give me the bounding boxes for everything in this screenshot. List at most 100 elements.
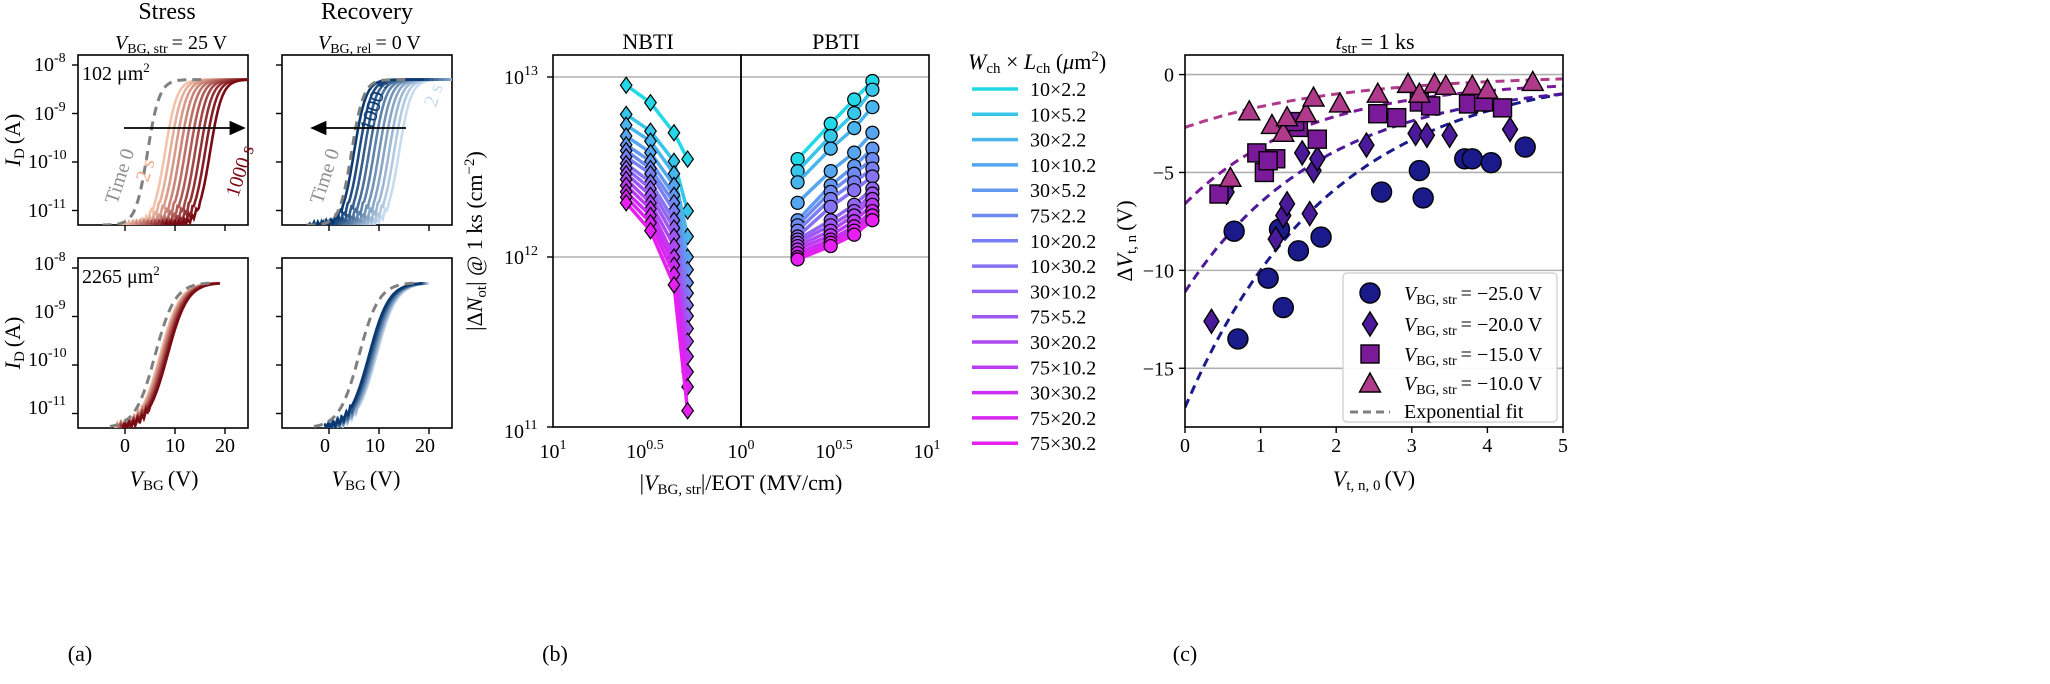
- legend-label: 10×2.2: [1030, 79, 1086, 101]
- pbti-line: [796, 218, 874, 262]
- panel-a-xlabel-recovery: VBG (V): [332, 466, 401, 494]
- pbti-point: [790, 175, 805, 190]
- legend-label: 10×5.2: [1030, 104, 1086, 126]
- pbti-line: [796, 79, 874, 161]
- scatter-point-circle: [1480, 151, 1502, 174]
- pbti-point: [847, 227, 862, 242]
- xtick-a3-20: 20: [215, 435, 235, 457]
- panel-label-a: (a): [68, 641, 92, 666]
- panel-a-title-recovery: Recovery: [321, 0, 413, 25]
- id-vg-curve: [331, 282, 430, 428]
- xtick-b-pbti-0: 100: [728, 438, 755, 463]
- id-vg-curve: [121, 282, 221, 428]
- xtick-b-pbti-0.5: 100.5: [815, 438, 853, 463]
- panel-b-ylabel: |ΔNot| @ 1 ks (cm−2): [462, 151, 490, 331]
- nbti-line: [624, 178, 690, 342]
- pbti-point: [823, 164, 838, 179]
- legend-label: 30×20.2: [1030, 332, 1096, 354]
- pbti-point: [865, 213, 880, 228]
- scatter-point-diamond: [1301, 200, 1319, 227]
- panel-a-ylabel-bottom: ID(A): [0, 317, 28, 371]
- xtick-c-label: 0: [1180, 435, 1190, 457]
- scatter-point-triangle: [1218, 165, 1243, 188]
- nbti-point: [643, 221, 657, 240]
- panel-a-curves: [72, 64, 452, 434]
- pbti-line: [796, 203, 874, 252]
- ytick-a1-1e-8: 10-8: [34, 51, 66, 76]
- pbti-line: [796, 209, 874, 255]
- panel-label-b: (b): [542, 641, 568, 666]
- legend-label: 10×10.2: [1030, 155, 1096, 177]
- pbti-point: [790, 151, 805, 167]
- legend-label-fit: Exponential fit: [1404, 401, 1524, 423]
- pbti-point: [823, 128, 838, 144]
- legend-label: 75×10.2: [1030, 357, 1096, 379]
- scatter-point-triangle: [1460, 73, 1484, 96]
- legend-marker-circle: [1359, 282, 1381, 304]
- panel-a-ylabel-top: ID(A): [0, 114, 28, 168]
- pbti-line: [796, 131, 874, 205]
- scatter-point-circle: [1408, 159, 1431, 182]
- xtick-c-label: 1: [1256, 435, 1266, 457]
- nbti-line: [625, 123, 690, 237]
- legend-label: 30×10.2: [1030, 281, 1096, 303]
- panel-b-series: [619, 73, 880, 420]
- scatter-point-diamond: [1441, 121, 1458, 149]
- panel-c-title: tstr = 1 ks: [1335, 29, 1414, 57]
- panel-b-title-pbti: PBTI: [812, 29, 860, 54]
- area-label-top: 102 μm2: [82, 60, 150, 85]
- panel-b-title-nbti: NBTI: [622, 29, 673, 54]
- ytick-c-label: −10: [1143, 260, 1174, 282]
- scatter-point-diamond: [1267, 225, 1285, 253]
- pbti-point: [823, 199, 838, 214]
- legend-marker-triangle: [1358, 371, 1382, 393]
- panel-a: Stress Recovery VBG, str = 25 V VBG, rel =…: [0, 0, 453, 666]
- scatter-point-triangle: [1521, 69, 1545, 92]
- scatter-point-square: [1386, 107, 1407, 128]
- panel-c-legend: VBG, str = −25.0 V VBG, str = −20.0 V VBG,…: [1342, 272, 1558, 423]
- pbti-point: [865, 169, 880, 184]
- panel-c-ticks: 0 1 2 3 4 5 0 −5 −10 −15: [1143, 65, 1568, 457]
- xtick-a3-10: 10: [165, 435, 185, 457]
- panel-a-xticks: 0 10 20 0 10 20: [120, 435, 435, 457]
- legend-marker-diamond: [1361, 310, 1379, 338]
- legend-label: 75×2.2: [1030, 206, 1086, 228]
- scatter-point-circle: [1412, 187, 1434, 209]
- panel-b-xticks: 101 100.5 100 100.5 101: [540, 438, 941, 463]
- pbti-point: [865, 82, 880, 97]
- scatter-point-circle: [1310, 226, 1332, 248]
- axes-b-pbti: [740, 54, 930, 428]
- time0-curve: [313, 281, 415, 428]
- scatter-point-circle: [1223, 220, 1245, 242]
- stress-1000s-label: 1000 s: [222, 142, 259, 199]
- scatter-point-triangle: [1328, 91, 1352, 113]
- stress-condition-label: VBG, str = 25 V: [115, 32, 228, 57]
- xtick-b-nbti-0.5: 100.5: [626, 438, 664, 463]
- panel-a-xlabel-stress: VBG (V): [130, 466, 199, 494]
- legend-label-20: VBG, str = −20.0 V: [1404, 314, 1543, 339]
- pbti-line: [796, 187, 874, 242]
- pbti-point: [847, 145, 862, 160]
- nbti-line: [624, 195, 690, 388]
- scatter-point-triangle: [1275, 105, 1299, 127]
- xtick-c-label: 4: [1482, 435, 1492, 457]
- nbti-line: [624, 201, 690, 411]
- legend-marker-square: [1360, 344, 1380, 364]
- time0-curve: [109, 281, 211, 428]
- scatter-point-circle: [1514, 136, 1536, 158]
- scatter-point-circle: [1227, 328, 1249, 350]
- id-vg-curve: [328, 282, 428, 428]
- panel-b-yticks: 1013 1012 1011: [504, 64, 553, 443]
- pbti-line: [796, 147, 874, 222]
- legend-label-15: VBG, str = −15.0 V: [1404, 344, 1543, 369]
- axes-a-stress-bottom: [77, 257, 249, 429]
- ytick-a3-1e-9: 10-9: [34, 298, 66, 323]
- scatter-point-square: [1307, 129, 1328, 149]
- scatter-point-triangle: [1301, 85, 1326, 107]
- ytick-a1-1e-9: 10-9: [34, 100, 66, 125]
- time0-curve: [306, 78, 407, 225]
- pbti-point: [847, 183, 862, 198]
- xtick-a3-0: 0: [120, 435, 130, 457]
- pbti-point: [847, 92, 862, 107]
- scatter-point-circle: [1370, 181, 1393, 203]
